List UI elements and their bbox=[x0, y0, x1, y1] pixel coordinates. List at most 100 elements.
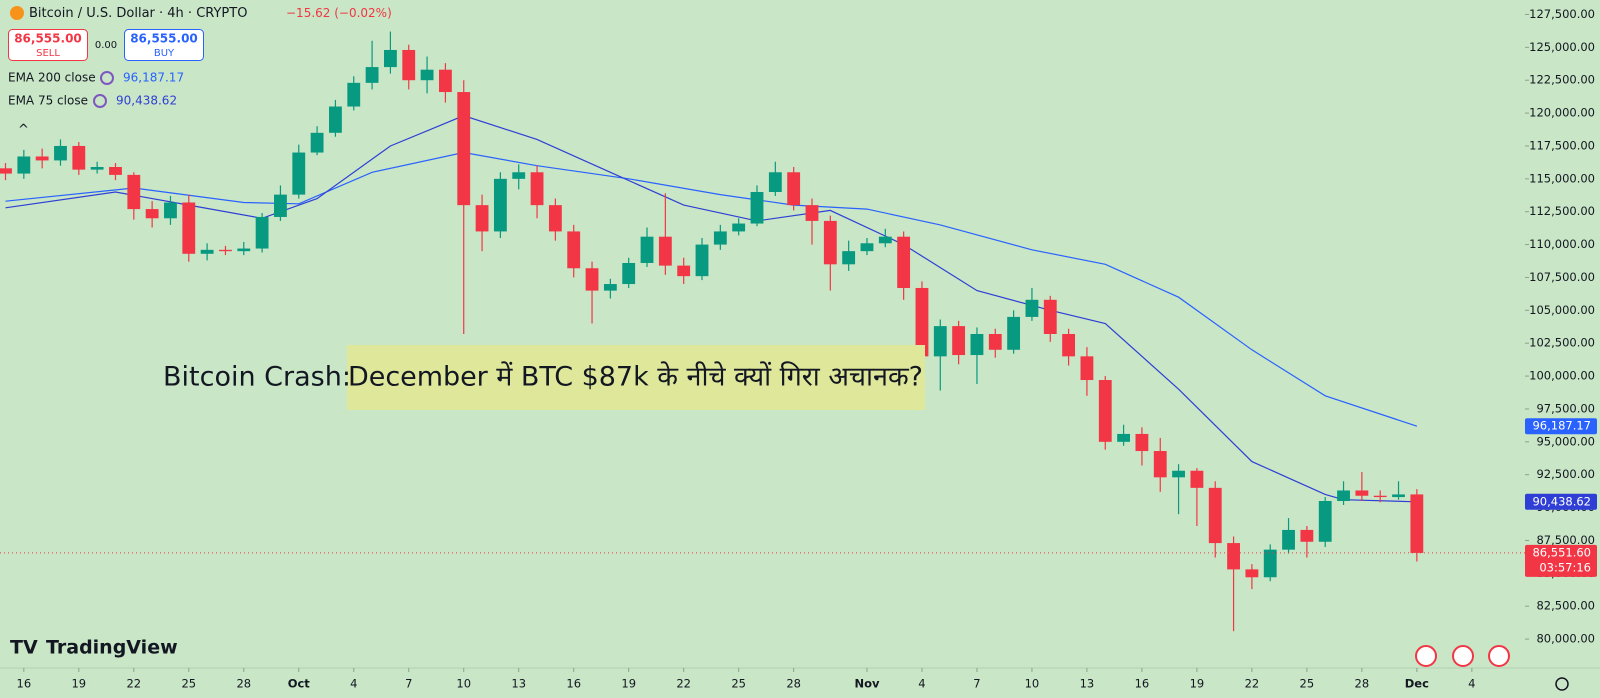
candle-body bbox=[219, 249, 232, 252]
legend-name: EMA 200 close bbox=[8, 71, 96, 85]
collapse-arrow[interactable]: ^ bbox=[18, 123, 29, 138]
y-tick-label: 110,000.00 bbox=[1529, 237, 1595, 251]
x-tick-label: 25 bbox=[181, 677, 196, 691]
candle-body bbox=[732, 223, 746, 232]
candle-body bbox=[402, 49, 416, 81]
y-tick-label: 102,500.00 bbox=[1529, 336, 1595, 350]
candle-body bbox=[54, 145, 67, 161]
x-tick-label: 16 bbox=[1135, 677, 1150, 691]
candle-body bbox=[970, 334, 984, 356]
spread: 0.00 bbox=[95, 40, 117, 51]
change: −15.62 (−0.02%) bbox=[286, 6, 392, 20]
candle-body bbox=[365, 67, 379, 83]
candle-body bbox=[292, 152, 306, 195]
buy-label: BUY bbox=[154, 48, 175, 59]
candle-body bbox=[109, 167, 122, 175]
y-tick-label: 100,000.00 bbox=[1529, 369, 1595, 383]
candle-body bbox=[164, 202, 177, 219]
brand-logo: 𝗧𝗩 bbox=[10, 637, 38, 659]
y-tick-label: 117,500.00 bbox=[1529, 138, 1595, 152]
candle-body bbox=[1025, 299, 1039, 317]
candle-body bbox=[35, 156, 49, 161]
candle-body bbox=[329, 106, 342, 133]
y-tick-label: 122,500.00 bbox=[1529, 73, 1595, 87]
candle-body bbox=[1080, 356, 1094, 381]
candle-body bbox=[622, 262, 636, 285]
candle-body bbox=[805, 205, 819, 221]
event-icon[interactable] bbox=[1452, 645, 1474, 667]
candle-body bbox=[842, 251, 856, 265]
price-tag bbox=[1525, 418, 1597, 435]
candle-body bbox=[1282, 529, 1295, 550]
price-tag-label: 90,438.62 bbox=[1532, 494, 1591, 508]
buy-button[interactable] bbox=[124, 29, 204, 61]
candle-body bbox=[603, 284, 617, 291]
candle-body bbox=[200, 249, 214, 254]
x-tick-label: Oct bbox=[288, 677, 311, 691]
y-tick-label: 112,500.00 bbox=[1529, 204, 1595, 218]
candle-body bbox=[512, 172, 526, 179]
candle-body bbox=[952, 326, 966, 356]
price-tag bbox=[1525, 493, 1597, 510]
candle-body bbox=[988, 334, 1002, 350]
x-tick-label: 13 bbox=[511, 677, 526, 691]
candle-body bbox=[145, 209, 159, 219]
candle-body bbox=[347, 82, 361, 107]
candle-body bbox=[1318, 501, 1332, 542]
x-tick-label: 13 bbox=[1080, 677, 1095, 691]
x-tick-label: 19 bbox=[71, 677, 86, 691]
event-icon[interactable] bbox=[1415, 645, 1437, 667]
candle-body bbox=[585, 268, 599, 291]
x-tick-label: 4 bbox=[350, 677, 357, 691]
ema-line bbox=[5, 115, 1417, 503]
candle-body bbox=[768, 172, 782, 192]
x-tick-label: 28 bbox=[236, 677, 251, 691]
x-tick-label: 19 bbox=[621, 677, 636, 691]
candle-body bbox=[127, 174, 141, 210]
price-tag-label: 86,551.60 bbox=[1532, 545, 1591, 559]
buy-price: 86,555.00 bbox=[130, 32, 198, 46]
candle-body bbox=[310, 132, 324, 153]
candle-body bbox=[1373, 495, 1387, 498]
settings-icon[interactable] bbox=[1555, 677, 1569, 691]
candle-body bbox=[72, 145, 86, 170]
symbol: Bitcoin / U.S. Dollar · 4h · CRYPTO bbox=[29, 6, 247, 21]
x-tick-label: 10 bbox=[456, 677, 471, 691]
candle-body bbox=[1043, 299, 1057, 334]
legend-value: 96,187.17 bbox=[123, 71, 184, 85]
y-tick-label: 120,000.00 bbox=[1529, 106, 1595, 120]
event-icon[interactable] bbox=[1488, 645, 1510, 667]
candle-body bbox=[1263, 549, 1277, 578]
y-tick-label: 125,000.00 bbox=[1529, 40, 1595, 54]
y-tick-label: 92,500.00 bbox=[1536, 467, 1595, 481]
x-tick-label: Dec bbox=[1405, 677, 1429, 691]
candle-body bbox=[383, 49, 397, 68]
sell-button[interactable] bbox=[8, 29, 88, 61]
candle-body bbox=[1007, 316, 1021, 350]
x-tick-label: 4 bbox=[1468, 677, 1475, 691]
candle-body bbox=[0, 168, 12, 174]
candle-body bbox=[823, 220, 837, 265]
candle-body bbox=[182, 202, 196, 254]
candle-body bbox=[1337, 490, 1350, 501]
x-tick-label: 22 bbox=[126, 677, 141, 691]
candle-body bbox=[438, 69, 452, 93]
candle-body bbox=[713, 231, 727, 245]
candle-body bbox=[1117, 433, 1131, 442]
candle-body bbox=[1062, 334, 1076, 357]
x-tick-label: 16 bbox=[566, 677, 581, 691]
y-tick-label: 115,000.00 bbox=[1529, 171, 1595, 185]
candle-body bbox=[548, 205, 562, 232]
price-axis bbox=[1525, 0, 1600, 698]
candle-body bbox=[420, 69, 434, 81]
sell-label: SELL bbox=[36, 48, 60, 59]
price-tag bbox=[1525, 544, 1597, 577]
y-tick-label: 95,000.00 bbox=[1536, 434, 1595, 448]
candle-body bbox=[17, 156, 31, 174]
x-tick-label: 19 bbox=[1190, 677, 1205, 691]
candle-body bbox=[1135, 433, 1149, 452]
candle-body bbox=[750, 191, 764, 224]
legend: EMA 200 close 96,187.17 EMA 75 close 90,438… bbox=[8, 71, 184, 108]
y-tick-label: 107,500.00 bbox=[1529, 270, 1595, 284]
